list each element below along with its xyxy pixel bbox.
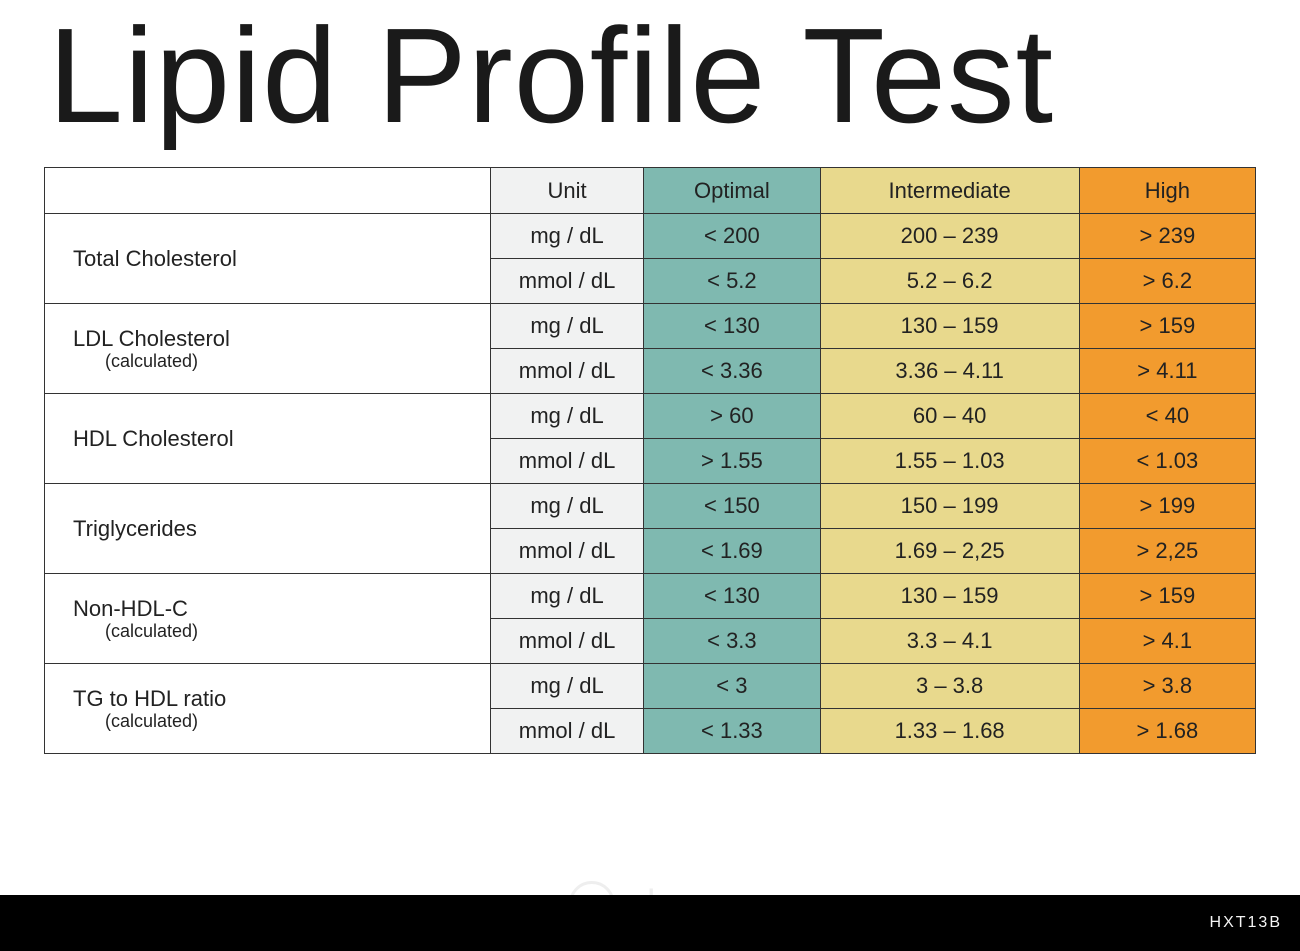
- header-optimal: Optimal: [644, 168, 820, 214]
- high-cell: > 2,25: [1079, 529, 1255, 574]
- footer-code: HXT13B: [1210, 914, 1282, 932]
- row-name: Non-HDL-C: [73, 596, 188, 621]
- page-title: Lipid Profile Test: [0, 0, 1300, 143]
- optimal-cell: < 130: [644, 304, 820, 349]
- high-cell: < 40: [1079, 394, 1255, 439]
- intermediate-cell: 200 – 239: [820, 214, 1079, 259]
- row-name-cell: TG to HDL ratio(calculated): [45, 664, 491, 754]
- header-name: [45, 168, 491, 214]
- unit-cell: mg / dL: [490, 484, 643, 529]
- optimal-cell: > 1.55: [644, 439, 820, 484]
- optimal-cell: < 1.69: [644, 529, 820, 574]
- optimal-cell: < 5.2: [644, 259, 820, 304]
- row-name-cell: Non-HDL-C(calculated): [45, 574, 491, 664]
- unit-cell: mg / dL: [490, 574, 643, 619]
- table-row: HDL Cholesterolmg / dL> 6060 – 40< 40: [45, 394, 1256, 439]
- unit-cell: mmol / dL: [490, 259, 643, 304]
- unit-cell: mg / dL: [490, 304, 643, 349]
- unit-cell: mg / dL: [490, 394, 643, 439]
- unit-cell: mmol / dL: [490, 529, 643, 574]
- row-name-cell: Total Cholesterol: [45, 214, 491, 304]
- high-cell: > 199: [1079, 484, 1255, 529]
- high-cell: > 1.68: [1079, 709, 1255, 754]
- intermediate-cell: 3.3 – 4.1: [820, 619, 1079, 664]
- optimal-cell: < 3: [644, 664, 820, 709]
- unit-cell: mmol / dL: [490, 439, 643, 484]
- row-subtext: (calculated): [73, 711, 489, 732]
- unit-cell: mmol / dL: [490, 709, 643, 754]
- page-root: Lipid Profile Test Unit Optimal Intermed…: [0, 0, 1300, 951]
- high-cell: < 1.03: [1079, 439, 1255, 484]
- table-row: LDL Cholesterol(calculated)mg / dL< 1301…: [45, 304, 1256, 349]
- table-row: Triglyceridesmg / dL< 150150 – 199> 199: [45, 484, 1256, 529]
- intermediate-cell: 60 – 40: [820, 394, 1079, 439]
- row-name: TG to HDL ratio: [73, 686, 226, 711]
- optimal-cell: > 60: [644, 394, 820, 439]
- intermediate-cell: 1.55 – 1.03: [820, 439, 1079, 484]
- optimal-cell: < 3.36: [644, 349, 820, 394]
- table-row: Non-HDL-C(calculated)mg / dL< 130130 – 1…: [45, 574, 1256, 619]
- footer-strip: HXT13B: [0, 895, 1300, 951]
- intermediate-cell: 5.2 – 6.2: [820, 259, 1079, 304]
- row-name: HDL Cholesterol: [73, 426, 234, 451]
- intermediate-cell: 130 – 159: [820, 574, 1079, 619]
- row-name: Total Cholesterol: [73, 246, 237, 271]
- unit-cell: mmol / dL: [490, 349, 643, 394]
- high-cell: > 3.8: [1079, 664, 1255, 709]
- lipid-table-container: Unit Optimal Intermediate High Total Cho…: [44, 167, 1256, 754]
- table-row: Total Cholesterolmg / dL< 200200 – 239> …: [45, 214, 1256, 259]
- table-row: TG to HDL ratio(calculated)mg / dL< 33 –…: [45, 664, 1256, 709]
- optimal-cell: < 150: [644, 484, 820, 529]
- row-subtext: (calculated): [73, 351, 489, 372]
- high-cell: > 239: [1079, 214, 1255, 259]
- optimal-cell: < 130: [644, 574, 820, 619]
- table-body: Total Cholesterolmg / dL< 200200 – 239> …: [45, 214, 1256, 754]
- intermediate-cell: 3.36 – 4.11: [820, 349, 1079, 394]
- row-subtext: (calculated): [73, 621, 489, 642]
- row-name-cell: HDL Cholesterol: [45, 394, 491, 484]
- header-unit: Unit: [490, 168, 643, 214]
- header-intermediate: Intermediate: [820, 168, 1079, 214]
- intermediate-cell: 150 – 199: [820, 484, 1079, 529]
- high-cell: > 159: [1079, 574, 1255, 619]
- intermediate-cell: 1.33 – 1.68: [820, 709, 1079, 754]
- high-cell: > 6.2: [1079, 259, 1255, 304]
- high-cell: > 4.11: [1079, 349, 1255, 394]
- row-name: Triglycerides: [73, 516, 197, 541]
- row-name-cell: LDL Cholesterol(calculated): [45, 304, 491, 394]
- unit-cell: mg / dL: [490, 664, 643, 709]
- row-name: LDL Cholesterol: [73, 326, 230, 351]
- unit-cell: mg / dL: [490, 214, 643, 259]
- optimal-cell: < 3.3: [644, 619, 820, 664]
- optimal-cell: < 1.33: [644, 709, 820, 754]
- table-header-row: Unit Optimal Intermediate High: [45, 168, 1256, 214]
- intermediate-cell: 1.69 – 2,25: [820, 529, 1079, 574]
- high-cell: > 159: [1079, 304, 1255, 349]
- row-name-cell: Triglycerides: [45, 484, 491, 574]
- optimal-cell: < 200: [644, 214, 820, 259]
- lipid-table: Unit Optimal Intermediate High Total Cho…: [44, 167, 1256, 754]
- unit-cell: mmol / dL: [490, 619, 643, 664]
- high-cell: > 4.1: [1079, 619, 1255, 664]
- intermediate-cell: 130 – 159: [820, 304, 1079, 349]
- intermediate-cell: 3 – 3.8: [820, 664, 1079, 709]
- header-high: High: [1079, 168, 1255, 214]
